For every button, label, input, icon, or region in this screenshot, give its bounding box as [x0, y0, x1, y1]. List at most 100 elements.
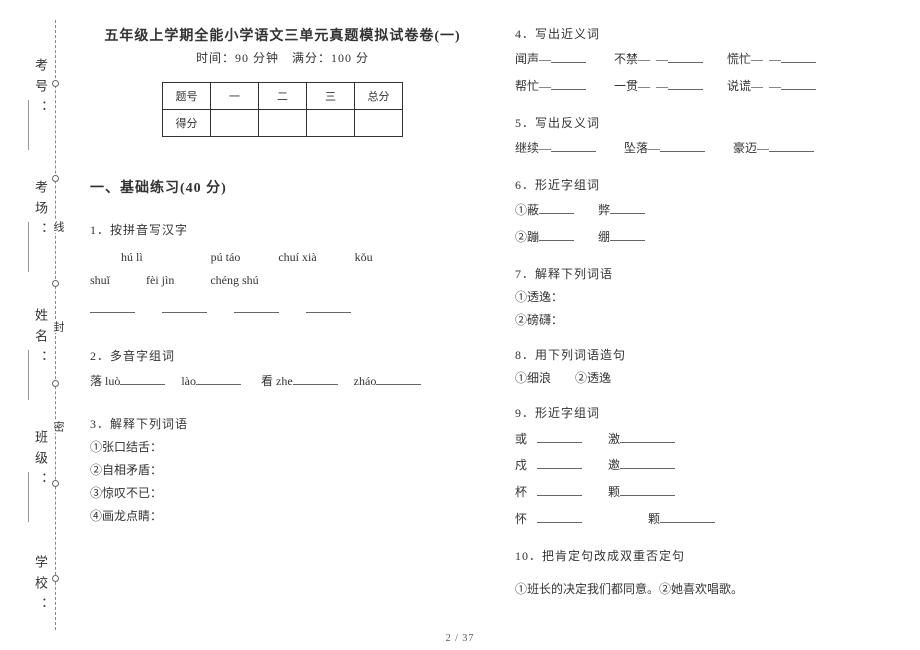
word: lào — [181, 374, 196, 388]
left-column: 五年级上学期全能小学语文三单元真题模拟试卷卷(一) 时间：90 分钟 满分：10… — [90, 25, 475, 620]
word: 怀 — [515, 512, 527, 526]
blank — [196, 373, 241, 385]
q7-item: ①透逸： — [515, 288, 900, 307]
question-9: 9．形近字组词 或 激 戍 邀 杯 颗 怀 颗 — [515, 404, 900, 530]
q3-item: ①张口结舌： — [90, 438, 475, 457]
word: 杯 — [515, 485, 527, 499]
blank — [376, 373, 421, 385]
word: 豪迈— — [733, 141, 769, 155]
word: zháo — [354, 374, 377, 388]
pinyin: chéng shú — [210, 273, 258, 287]
word: 颗 — [608, 485, 620, 499]
q-title: 10．把肯定句改成双重否定句 — [515, 549, 685, 563]
question-2: 2．多音字组词 落 luò lào 看 zhe zháo — [90, 347, 475, 393]
word: 邀 — [608, 458, 620, 472]
blank — [539, 202, 574, 214]
question-5: 5．写出反义词 继续— 坠落— 豪迈— — [515, 114, 900, 160]
word: 说谎— — [727, 79, 763, 93]
blank — [551, 78, 586, 90]
word: 一贯— — [614, 79, 650, 93]
pinyin: shuǐ — [90, 273, 110, 287]
pinyin: kǒu — [355, 250, 373, 264]
blank — [537, 431, 582, 443]
pinyin: hú lì — [121, 250, 143, 264]
exam-subtitle: 时间：90 分钟 满分：100 分 — [90, 49, 475, 66]
cell-blank — [307, 110, 355, 137]
blank — [293, 373, 338, 385]
word: 落 luò — [90, 374, 120, 388]
blank — [234, 301, 279, 313]
exam-title: 五年级上学期全能小学语文三单元真题模拟试卷卷(一) — [90, 25, 475, 45]
binding-line: 线 封 密 — [55, 20, 56, 630]
blank — [551, 140, 596, 152]
pinyin: pú táo — [211, 250, 241, 264]
table-row: 得分 — [163, 110, 403, 137]
q-title: 8．用下列词语造句 — [515, 348, 626, 362]
blank — [120, 373, 165, 385]
q10-line: ①班长的决定我们都同意。②她喜欢唱歌。 — [515, 580, 900, 599]
blank — [620, 484, 675, 496]
blank — [660, 511, 715, 523]
q-title: 9．形近字组词 — [515, 406, 600, 420]
binding-dot — [51, 574, 61, 584]
word: 激 — [608, 432, 620, 446]
question-6: 6．形近字组词 ①蔽 弊 ②蹦 绷 — [515, 176, 900, 249]
side-line — [28, 472, 29, 522]
q-title: 2．多音字组词 — [90, 349, 175, 363]
word: ②蹦 — [515, 230, 539, 244]
cell-label: 得分 — [163, 110, 211, 137]
blank — [660, 140, 705, 152]
pinyin: chuí xià — [278, 250, 316, 264]
side-label-examnum: 考号： — [10, 58, 50, 121]
side-line — [28, 350, 29, 400]
word: 看 zhe — [261, 374, 293, 388]
question-1: 1．按拼音写汉字 hú lì pú táo chuí xià kǒu shuǐ … — [90, 221, 475, 321]
blank — [620, 431, 675, 443]
blank — [610, 229, 645, 241]
blank — [306, 301, 351, 313]
word: 绷 — [598, 230, 610, 244]
word: 继续— — [515, 141, 551, 155]
binding-seal: 封 — [50, 320, 66, 333]
binding-seal: 线 — [50, 220, 66, 233]
word: 弊 — [598, 203, 610, 217]
word: 慌忙— — [727, 52, 763, 66]
blank — [668, 51, 703, 63]
pinyin: fèi jìn — [146, 273, 174, 287]
question-3: 3．解释下列词语 ①张口结舌： ②自相矛盾： ③惊叹不已： ④画龙点睛： — [90, 415, 475, 527]
blank — [537, 511, 582, 523]
q3-item: ③惊叹不已： — [90, 484, 475, 503]
cell: 总分 — [355, 83, 403, 110]
blank — [90, 301, 135, 313]
binding-dot — [51, 479, 61, 489]
question-4: 4．写出近义词 闻声— 不禁—— 慌忙—— 帮忙— 一贯—— 说谎—— — [515, 25, 900, 98]
q3-item: ④画龙点睛： — [90, 507, 475, 526]
pinyin-block: hú lì pú táo chuí xià kǒu shuǐ fèi jìn c… — [90, 246, 475, 320]
word: ①蔽 — [515, 203, 539, 217]
q8-line: ①细浪 ②透逸 — [515, 369, 900, 388]
page-footer: 2 / 37 — [0, 633, 920, 644]
binding-seal: 密 — [50, 420, 66, 433]
q-title: 7．解释下列词语 — [515, 267, 613, 281]
table-row: 题号 一 二 三 总分 — [163, 83, 403, 110]
side-label-school: 学校： — [10, 555, 50, 618]
cell-blank — [355, 110, 403, 137]
side-label-class: 班级： — [10, 430, 50, 493]
cell: 二 — [259, 83, 307, 110]
side-label-room: 考场： — [10, 180, 50, 243]
cell-blank — [259, 110, 307, 137]
cell-blank — [211, 110, 259, 137]
cell-label: 题号 — [163, 83, 211, 110]
q-title: 6．形近字组词 — [515, 178, 600, 192]
q-title: 4．写出近义词 — [515, 27, 600, 41]
score-table: 题号 一 二 三 总分 得分 — [162, 82, 403, 137]
q-title: 3．解释下列词语 — [90, 417, 188, 431]
blank — [162, 301, 207, 313]
blank — [781, 78, 816, 90]
cell: 一 — [211, 83, 259, 110]
word: 戍 — [515, 458, 527, 472]
word: 坠落— — [624, 141, 660, 155]
blank — [781, 51, 816, 63]
question-7: 7．解释下列词语 ①透逸： ②磅礴： — [515, 265, 900, 331]
page-content: 五年级上学期全能小学语文三单元真题模拟试卷卷(一) 时间：90 分钟 满分：10… — [90, 25, 900, 620]
